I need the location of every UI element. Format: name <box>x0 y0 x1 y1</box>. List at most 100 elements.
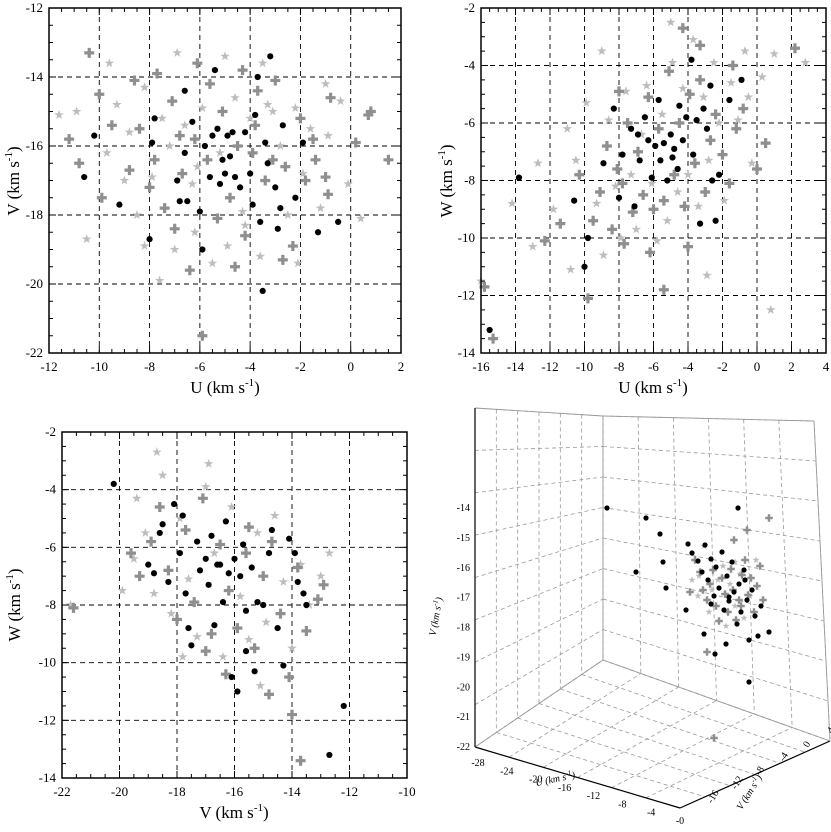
uw-cross-point-33 <box>738 103 749 114</box>
uv-star-point-17 <box>222 241 233 251</box>
vw-cross-point-7 <box>189 597 200 608</box>
uw-star-point-12 <box>626 169 636 179</box>
vw-star-point-13 <box>226 501 237 511</box>
uv-cross-point-11 <box>295 113 306 124</box>
uv-cross-point-29 <box>225 192 236 203</box>
uw-dot-point-20 <box>667 131 674 138</box>
vw-dot-point-42 <box>214 561 221 568</box>
uv-dot-point-3 <box>148 139 156 146</box>
vw-xtick-label-6: -10 <box>398 784 415 799</box>
uv-star-point-42 <box>104 58 115 68</box>
vw-cross-point-26 <box>295 755 306 766</box>
uv-dot-point-34 <box>267 53 274 60</box>
uw-cross-point-2 <box>539 235 550 246</box>
uw-ytick-label-6: -2 <box>464 0 475 15</box>
vw-dot-point-9 <box>188 642 195 649</box>
vw-cross-point-24 <box>264 689 274 700</box>
vw-ytick-label-5: -4 <box>45 482 56 497</box>
d3-cross-point-18 <box>747 574 755 582</box>
d3-dot-point-31 <box>758 603 764 609</box>
vw-cross-point-10 <box>215 539 226 550</box>
uw-dot-point-0 <box>486 326 493 334</box>
uv-cross-point-33 <box>260 175 271 186</box>
uw-xtick-label-2: -12 <box>541 359 558 374</box>
vw-cross-point-3 <box>154 501 165 512</box>
d3-dot-point-36 <box>735 505 741 511</box>
vw-dot-point-37 <box>300 590 307 597</box>
d3-dtick-label-3: -4 <box>777 751 791 764</box>
vw-dot-point-21 <box>231 555 238 562</box>
uw-star-point-40 <box>565 264 576 274</box>
vw-star-point-8 <box>183 574 194 584</box>
vw-star-point-4 <box>149 588 159 598</box>
vw-xtick-label-4: -14 <box>283 784 301 799</box>
uw-cross-point-14 <box>632 146 643 157</box>
uv-ylabel: V (km s-1) <box>3 146 23 215</box>
uv-dot-point-5 <box>151 115 158 122</box>
d3-edge-8 <box>474 659 604 748</box>
uw-cross-point-8 <box>601 141 612 151</box>
uv-star-point-21 <box>255 251 265 261</box>
uv-cross-point-28 <box>217 106 228 117</box>
d3-cross-point-16 <box>741 556 749 564</box>
d3-edge-9 <box>602 659 831 742</box>
d3-floor-b-3 <box>577 700 717 778</box>
d3-ticks: -22 -21 -20 -19 -18 -17 -16 -15 -14 -28 -24 -20 -16 -… <box>457 503 831 827</box>
uv-xtick-label-6: 0 <box>347 359 354 374</box>
uv-star-point-15 <box>207 258 218 268</box>
uw-cross-point-18 <box>653 123 664 134</box>
vw-star-point-17 <box>261 617 271 627</box>
uw-dot-point-14 <box>648 174 655 181</box>
uw-star-point-13 <box>631 224 642 234</box>
uw-dot-point-21 <box>671 145 678 152</box>
uv-cross-point-12 <box>308 134 318 145</box>
d3-vtick-label-7: -15 <box>457 533 470 544</box>
uv-dot-point-29 <box>254 73 261 81</box>
d3-zlabel: V (km s-1) <box>426 595 446 636</box>
uw-star-point-33 <box>740 46 750 56</box>
vw-star-point-24 <box>152 447 162 457</box>
uw-cross-point-10 <box>612 164 623 174</box>
vw-cross-point-21 <box>312 594 323 605</box>
vw-cross-point-12 <box>232 623 243 634</box>
uv-star-point-7 <box>147 172 157 182</box>
uv-cross-point-26 <box>202 154 213 165</box>
uv-star-point-2 <box>102 147 112 157</box>
d3-dot-point-38 <box>766 629 772 635</box>
uw-xtick-label-0: -16 <box>472 359 490 374</box>
d3-cross-point-7 <box>715 617 723 625</box>
d3-star-point-7 <box>722 622 730 629</box>
uv-dot-point-44 <box>209 132 216 139</box>
vw-cross-point-1 <box>134 571 145 582</box>
uw-cross-point-29 <box>710 109 721 120</box>
uv-cross-point-48 <box>174 130 185 141</box>
d3-vtick-label-0: -22 <box>457 742 470 753</box>
uw-xtick-label-8: 0 <box>754 359 761 374</box>
uw-star-point-6 <box>591 198 602 208</box>
vw-xtick-label-3: -16 <box>226 784 244 799</box>
d3-floor-b-5 <box>645 727 793 799</box>
d3-vtick-label-5: -17 <box>457 593 470 604</box>
vw-ytick-label-2: -10 <box>39 655 56 670</box>
d3-cross-point-25 <box>765 514 773 522</box>
d3-vtick-label-2: -20 <box>457 682 470 693</box>
uw-cross-point-31 <box>724 178 735 189</box>
vw-dot-point-24 <box>240 541 247 548</box>
d3-cross-point-26 <box>703 648 711 656</box>
uv-dot-point-21 <box>226 153 234 160</box>
vw-cross-point-2 <box>146 536 157 547</box>
uv-cross-point-9 <box>252 85 263 96</box>
d3-dot-point-40 <box>708 601 714 607</box>
uv-dot-point-23 <box>231 173 239 181</box>
d3-utick-label-5: -8 <box>618 799 626 810</box>
uv-star-point-4 <box>119 175 130 185</box>
uv-dot-point-24 <box>236 184 244 191</box>
d3-dot-point-9 <box>699 569 705 575</box>
vw-dot-point-25 <box>242 607 250 614</box>
uv-dot-point-36 <box>274 225 281 232</box>
vw-dot-point-2 <box>156 529 163 537</box>
vw-xtick-label-2: -18 <box>168 784 185 799</box>
uv-dot-point-4 <box>146 236 153 243</box>
uw-star-point-23 <box>683 169 693 179</box>
uw-cross-point-39 <box>619 238 630 249</box>
